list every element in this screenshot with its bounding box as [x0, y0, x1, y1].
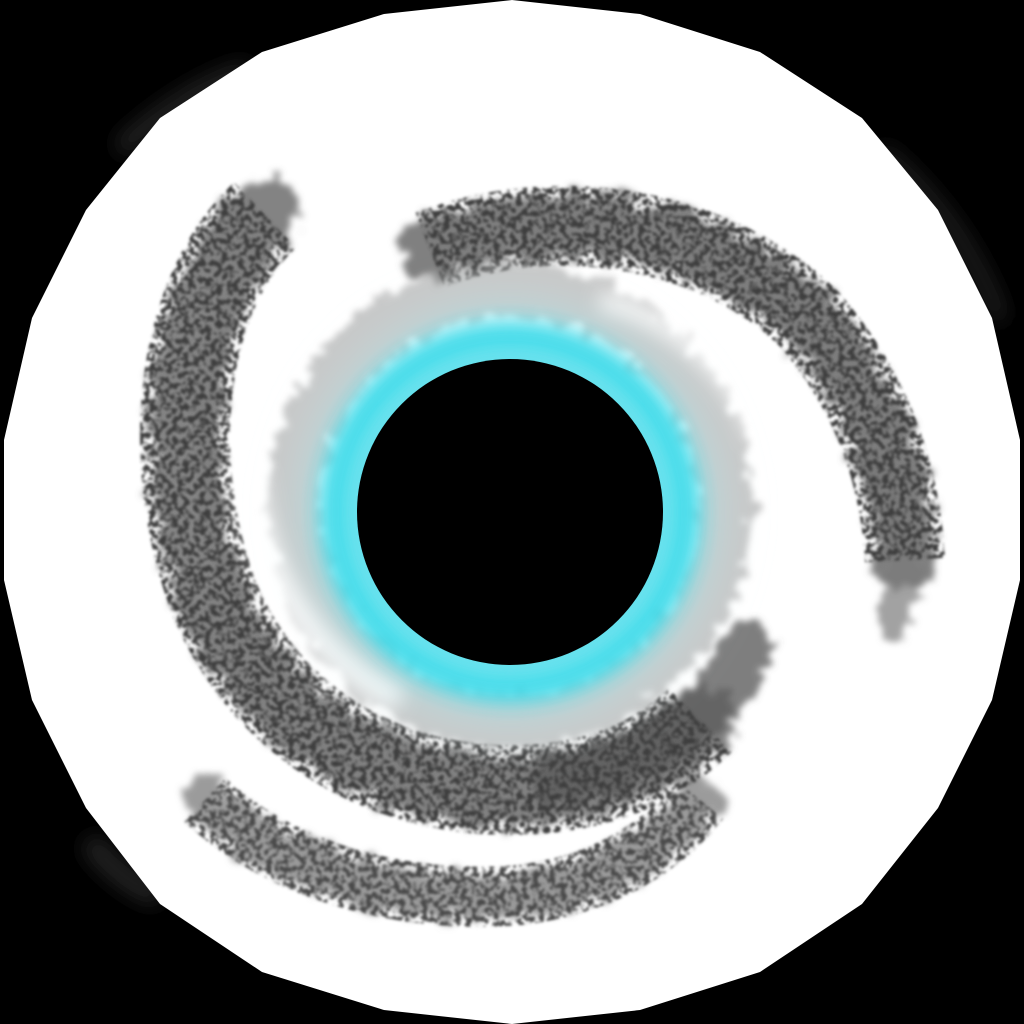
- arm-speckles: [140, 182, 945, 927]
- black-core: [357, 359, 663, 665]
